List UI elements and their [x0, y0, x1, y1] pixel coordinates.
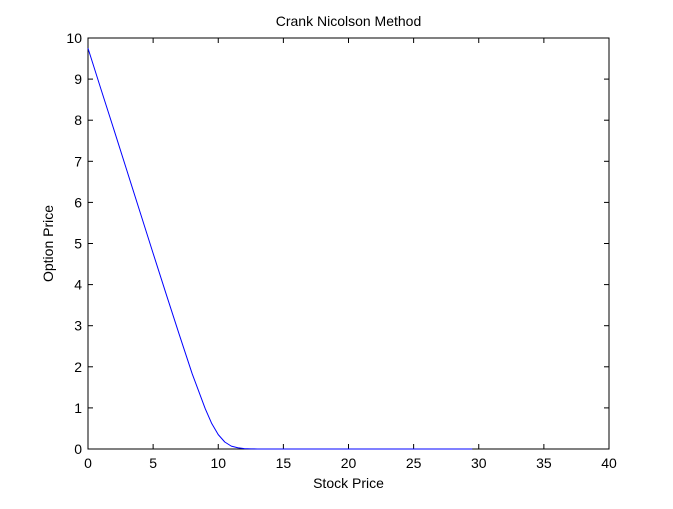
axis-ticks: 0 5 10 15 20 25 30 35 40 0 1 2 3 4 5 6 7 8 9 10 — [66, 30, 617, 471]
x-tick-label: 40 — [601, 455, 617, 471]
x-tick-label: 25 — [406, 455, 422, 471]
y-tick-label: 2 — [74, 359, 82, 375]
y-tick-label: 7 — [74, 153, 82, 169]
y-tick-label: 5 — [74, 236, 82, 252]
x-tick-label: 30 — [471, 455, 487, 471]
series-group — [87, 48, 473, 450]
y-tick-label: 1 — [74, 400, 82, 416]
x-tick-label: 10 — [210, 455, 226, 471]
y-tick-label: 3 — [74, 318, 82, 334]
x-tick-label: 35 — [536, 455, 552, 471]
chart-title: Crank Nicolson Method — [276, 13, 422, 29]
plot-area — [87, 37, 610, 450]
y-tick-label: 6 — [74, 194, 82, 210]
y-tick-label: 8 — [74, 112, 82, 128]
y-axis-label: Option Price — [40, 205, 56, 282]
y-tick-label: 9 — [74, 71, 82, 87]
y-tick-label: 10 — [66, 30, 82, 46]
x-tick-label: 0 — [84, 455, 92, 471]
y-tick-label: 4 — [74, 277, 82, 293]
x-axis-label: Stock Price — [313, 475, 384, 491]
series-line — [87, 48, 473, 450]
x-tick-label: 15 — [276, 455, 292, 471]
x-tick-label: 20 — [341, 455, 357, 471]
x-tick-label: 5 — [149, 455, 157, 471]
y-tick-label: 0 — [74, 441, 82, 457]
